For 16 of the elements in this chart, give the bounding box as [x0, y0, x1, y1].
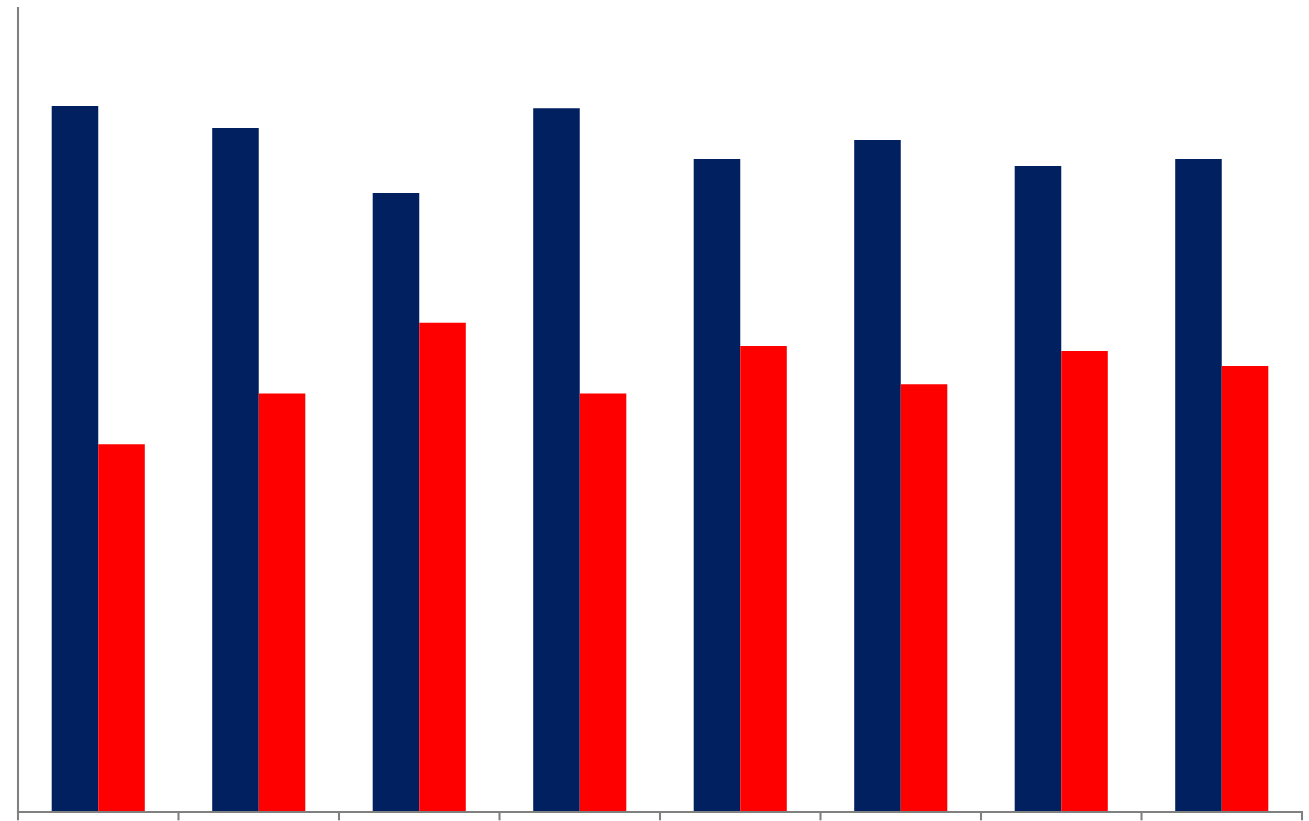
bar	[98, 444, 145, 812]
bar	[372, 192, 420, 812]
bar	[212, 128, 259, 812]
bar	[51, 106, 99, 812]
bar	[693, 159, 741, 812]
bar	[1221, 365, 1269, 812]
bar	[1014, 166, 1062, 812]
bar	[1061, 351, 1108, 812]
bar	[900, 384, 948, 812]
bar	[854, 140, 901, 812]
bar	[419, 322, 466, 812]
bar	[533, 108, 580, 812]
bar	[1175, 159, 1222, 812]
bar	[258, 393, 306, 812]
bar	[740, 346, 787, 812]
bar	[579, 393, 627, 812]
